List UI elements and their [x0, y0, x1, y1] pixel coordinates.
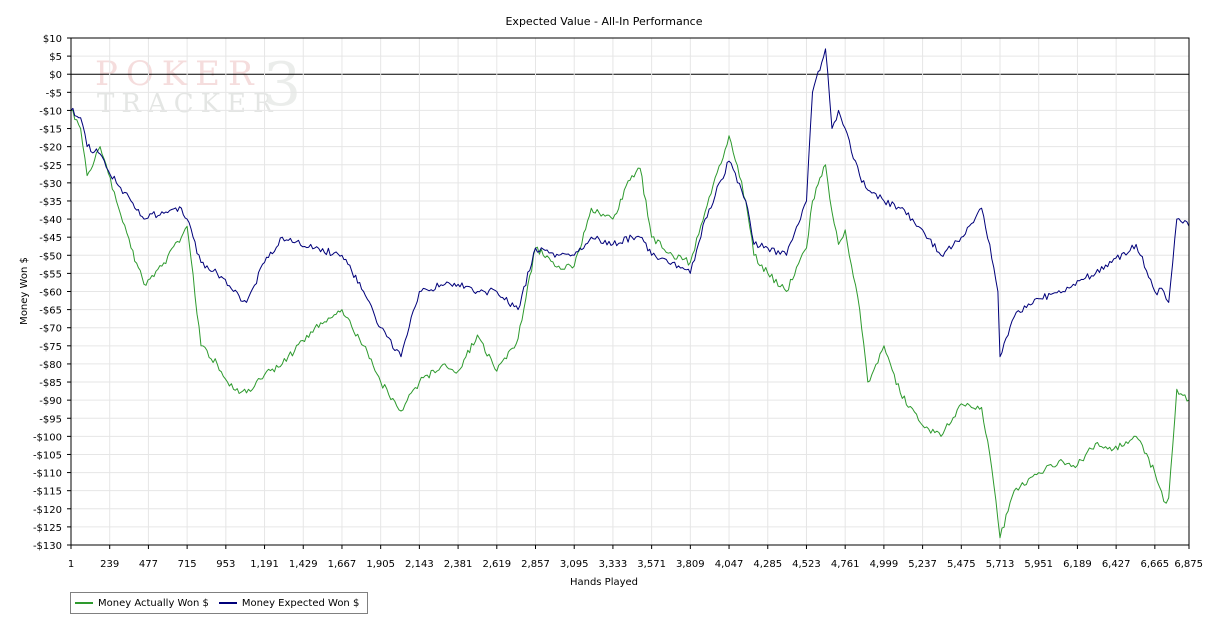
y-tick-label: -$5	[46, 88, 62, 99]
series-line-actual-won	[70, 109, 1190, 539]
y-tick-label: $10	[43, 34, 62, 45]
x-tick-label: 3,333	[599, 559, 628, 570]
legend-swatch-actual	[75, 602, 93, 604]
x-tick-label: 4,761	[831, 559, 860, 570]
x-axis-ticks: 1 239 477 715 953 1,191 1,429 1,667 1,905 2,143 2,…	[68, 545, 1203, 570]
y-tick-label: -$110	[33, 469, 62, 480]
x-tick-label: 6,875	[1174, 559, 1203, 570]
y-tick-label: -$120	[33, 505, 62, 516]
y-tick-label: -$105	[33, 450, 62, 461]
x-tick-label: 6,427	[1102, 559, 1131, 570]
x-tick-label: 4,285	[753, 559, 782, 570]
x-tick-label: 4,999	[870, 559, 899, 570]
x-tick-label: 2,619	[482, 559, 511, 570]
x-tick-label: 3,809	[676, 559, 705, 570]
y-tick-label: -$60	[39, 288, 62, 299]
y-tick-label: -$20	[39, 143, 62, 154]
y-tick-label: -$95	[39, 414, 62, 425]
y-tick-label: -$80	[39, 360, 62, 371]
y-tick-label: -$10	[39, 106, 62, 117]
x-axis-label: Hands Played	[570, 577, 638, 588]
x-tick-label: 1,667	[328, 559, 357, 570]
x-tick-label: 6,665	[1141, 559, 1170, 570]
y-tick-label: -$85	[39, 378, 62, 389]
y-axis-ticks: $10 $5 $0 -$5 -$10 -$15 -$20 -$25 -$30 -$35 -$40 -$…	[33, 34, 71, 552]
series-line-expected-won	[70, 48, 1190, 358]
chart-legend: Money Actually Won $ Money Expected Won …	[70, 592, 369, 614]
x-tick-label: 1	[68, 559, 74, 570]
x-tick-label: 5,475	[947, 559, 976, 570]
x-tick-label: 1,429	[289, 559, 318, 570]
legend-swatch-expected	[218, 602, 237, 604]
x-tick-label: 2,143	[405, 559, 434, 570]
y-tick-label: -$45	[39, 233, 62, 244]
y-tick-label: -$35	[39, 197, 62, 208]
y-tick-label: -$50	[39, 251, 62, 262]
legend-item-expected: Money Expected Won $	[218, 597, 360, 609]
grid	[70, 37, 1190, 546]
y-tick-label: -$90	[39, 396, 62, 407]
y-tick-label: -$115	[33, 487, 62, 498]
y-tick-label: $0	[49, 70, 62, 81]
legend-item-actual: Money Actually Won $	[75, 598, 209, 609]
x-tick-label: 5,713	[986, 559, 1015, 570]
y-tick-label: -$65	[39, 306, 62, 317]
chart-title: Expected Value - All-In Performance	[505, 15, 702, 28]
x-tick-label: 6,189	[1063, 559, 1092, 570]
x-tick-label: 5,237	[908, 559, 937, 570]
x-tick-label: 2,857	[521, 559, 550, 570]
watermark-mark: 3	[263, 50, 302, 120]
y-tick-label: -$55	[39, 269, 62, 280]
y-axis-label: Money Won $	[19, 257, 30, 325]
x-tick-label: 953	[216, 559, 235, 570]
watermark-line-2: TRACKER	[97, 89, 280, 119]
y-tick-label: -$100	[33, 432, 62, 443]
x-tick-label: 477	[139, 559, 158, 570]
x-tick-label: 1,905	[366, 559, 395, 570]
y-tick-label: -$15	[39, 125, 62, 136]
y-tick-label: -$130	[33, 541, 62, 552]
x-tick-label: 715	[178, 559, 197, 570]
x-tick-label: 3,571	[637, 559, 666, 570]
y-tick-label: -$75	[39, 342, 62, 353]
y-tick-label: $5	[49, 52, 62, 63]
series-layer	[70, 48, 1190, 539]
x-tick-label: 239	[100, 559, 119, 570]
y-tick-label: -$30	[39, 179, 62, 190]
legend-label-actual: Money Actually Won $	[98, 597, 209, 609]
y-tick-label: -$125	[33, 523, 62, 534]
y-tick-label: -$25	[39, 161, 62, 172]
x-tick-label: 4,523	[792, 559, 821, 570]
y-tick-label: -$70	[39, 324, 62, 335]
y-tick-label: -$40	[39, 215, 62, 226]
x-tick-label: 1,191	[250, 559, 279, 570]
x-tick-label: 5,951	[1024, 559, 1053, 570]
legend-label-expected: Money Expected Won $	[241, 597, 360, 609]
x-tick-label: 2,381	[444, 559, 473, 570]
x-tick-label: 4,047	[715, 559, 744, 570]
x-tick-label: 3,095	[560, 559, 589, 570]
